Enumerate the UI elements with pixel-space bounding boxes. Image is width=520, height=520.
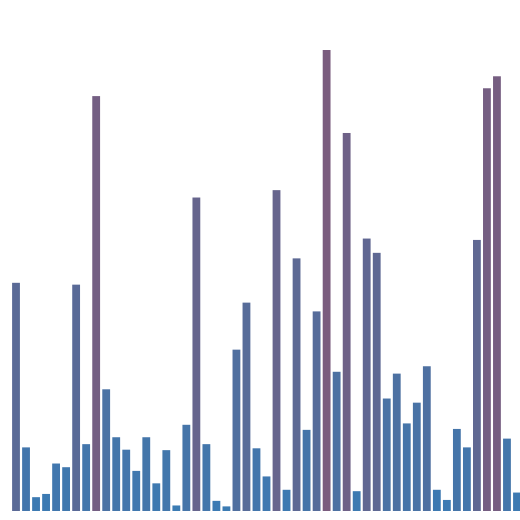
bar-6 bbox=[62, 467, 71, 511]
bar-50 bbox=[503, 438, 511, 511]
bar-4 bbox=[42, 493, 50, 511]
bar-2 bbox=[22, 447, 30, 511]
bar-13 bbox=[132, 470, 141, 511]
bar-45 bbox=[452, 428, 461, 511]
bar-28 bbox=[282, 489, 291, 511]
bar-46 bbox=[462, 447, 471, 511]
bar-24 bbox=[242, 302, 251, 511]
bar-49 bbox=[493, 76, 501, 511]
bar-10 bbox=[102, 389, 111, 511]
bar-7 bbox=[72, 284, 81, 511]
bar-12 bbox=[122, 449, 131, 511]
bar-3 bbox=[32, 497, 40, 511]
bar-29 bbox=[292, 258, 301, 511]
bar-14 bbox=[142, 437, 151, 511]
bar-48 bbox=[483, 88, 491, 511]
bar-5 bbox=[52, 463, 60, 511]
bar-41 bbox=[412, 402, 421, 511]
bar-32 bbox=[322, 50, 331, 511]
bar-38 bbox=[382, 398, 391, 511]
bar-39 bbox=[392, 373, 401, 511]
bar-31 bbox=[312, 311, 321, 511]
bar-26 bbox=[262, 476, 271, 511]
bar-51 bbox=[513, 492, 520, 511]
bar-17 bbox=[172, 505, 181, 511]
bar-15 bbox=[152, 483, 161, 511]
bar-42 bbox=[422, 366, 431, 511]
bar-8 bbox=[82, 444, 91, 511]
bar-30 bbox=[302, 429, 311, 511]
bar-23 bbox=[232, 349, 241, 511]
bar-19 bbox=[192, 197, 201, 511]
bar-20 bbox=[202, 444, 211, 511]
bar-1 bbox=[12, 282, 20, 511]
bar-11 bbox=[112, 437, 121, 511]
bar-44 bbox=[442, 499, 451, 511]
bar-21 bbox=[212, 500, 221, 511]
bar-35 bbox=[352, 491, 361, 511]
bar-40 bbox=[402, 423, 411, 511]
bars-group bbox=[12, 50, 520, 512]
bar-9 bbox=[92, 96, 101, 511]
bar-37 bbox=[372, 252, 381, 511]
bar-36 bbox=[362, 238, 371, 512]
bar-47 bbox=[473, 239, 481, 511]
bar-22 bbox=[222, 506, 231, 511]
bar-25 bbox=[252, 448, 261, 511]
bar-34 bbox=[342, 132, 351, 512]
bar-33 bbox=[332, 371, 341, 511]
bar-16 bbox=[162, 450, 171, 511]
bar-27 bbox=[272, 190, 281, 511]
bar-43 bbox=[432, 489, 441, 511]
bar-18 bbox=[182, 424, 191, 511]
